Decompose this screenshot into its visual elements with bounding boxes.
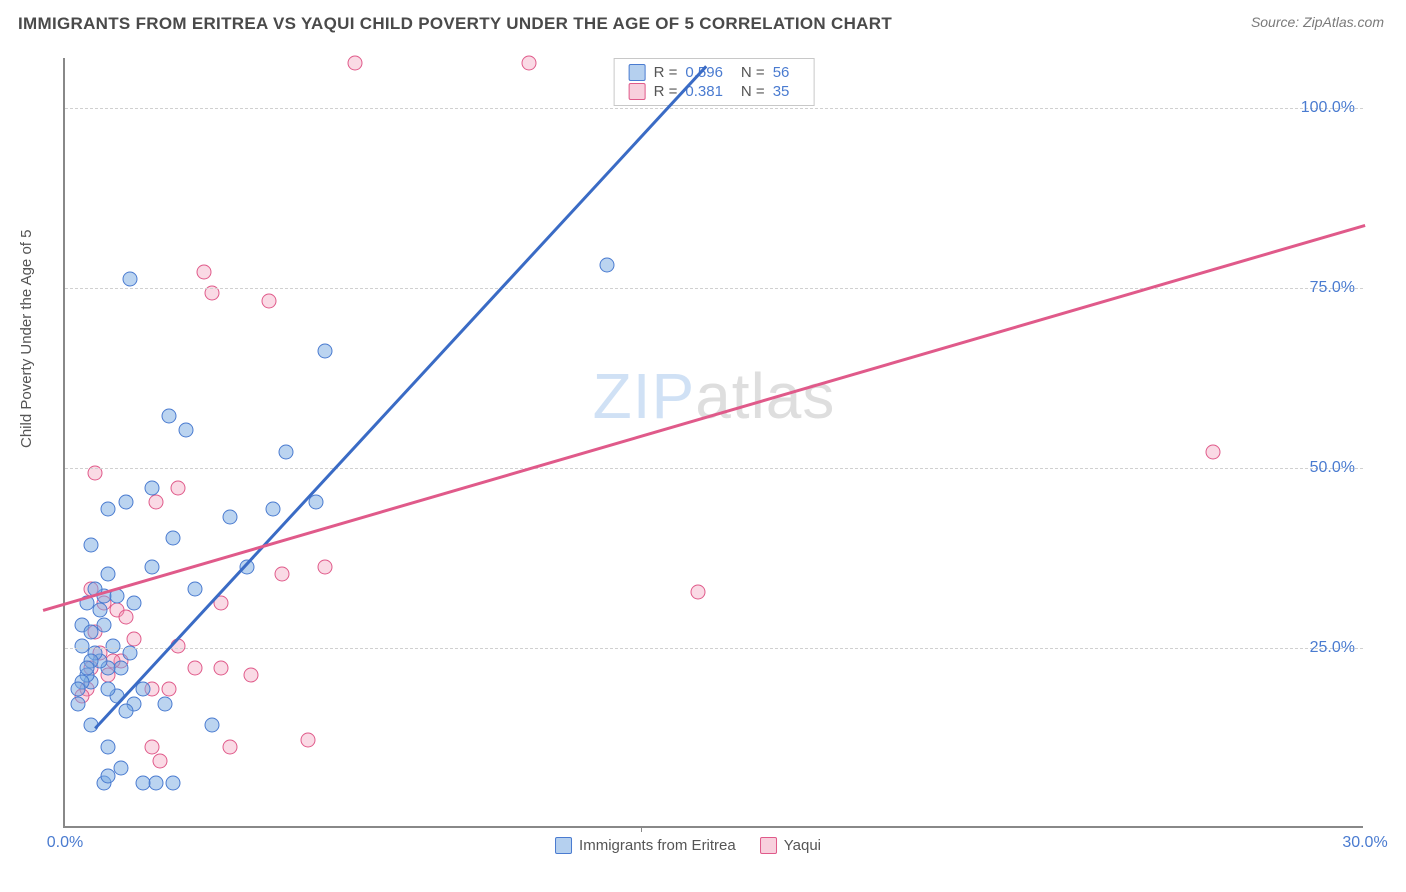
data-point [75,639,90,654]
y-tick-label: 75.0% [1310,279,1355,297]
data-point [101,567,116,582]
n-label: N = [741,64,765,81]
y-tick-label: 25.0% [1310,639,1355,657]
data-point [348,56,363,71]
data-point [279,444,294,459]
n-label: N = [741,83,765,100]
watermark: ZIPatlas [593,359,836,433]
series-legend-item: Yaqui [760,837,821,854]
data-point [205,718,220,733]
data-point [166,775,181,790]
y-tick-label: 100.0% [1301,99,1355,117]
x-tick-label: 0.0% [47,834,83,852]
data-point [123,272,138,287]
data-point [188,660,203,675]
data-point [136,775,151,790]
data-point [101,682,116,697]
data-point [136,682,151,697]
data-point [162,408,177,423]
data-point [222,509,237,524]
plot-area: ZIPatlas R =0.596N =56R =0.381N =35 Immi… [63,58,1363,828]
data-point [144,739,159,754]
r-value: 0.381 [685,83,723,100]
data-point [149,495,164,510]
chart-title: IMMIGRANTS FROM ERITREA VS YAQUI CHILD P… [18,14,892,34]
legend-swatch [555,837,572,854]
gridline [65,108,1363,109]
y-tick-label: 50.0% [1310,459,1355,477]
x-tick-label: 30.0% [1342,834,1387,852]
data-point [309,495,324,510]
data-point [118,703,133,718]
watermark-light: atlas [695,360,835,432]
data-point [71,682,86,697]
data-point [261,293,276,308]
data-point [127,631,142,646]
data-point [521,56,536,71]
stats-legend: R =0.596N =56R =0.381N =35 [614,58,815,106]
data-point [318,344,333,359]
data-point [105,639,120,654]
data-point [118,495,133,510]
data-point [188,581,203,596]
data-point [690,585,705,600]
data-point [79,660,94,675]
data-point [162,682,177,697]
r-label: R = [654,64,678,81]
data-point [300,732,315,747]
data-point [84,624,99,639]
data-point [222,739,237,754]
data-point [1206,444,1221,459]
data-point [118,610,133,625]
data-point [84,538,99,553]
data-point [157,696,172,711]
data-point [144,559,159,574]
n-value: 56 [773,64,790,81]
source-attribution: Source: ZipAtlas.com [1251,14,1384,30]
data-point [153,754,168,769]
data-point [266,502,281,517]
data-point [214,660,229,675]
data-point [244,667,259,682]
data-point [127,595,142,610]
series-legend-label: Yaqui [784,837,821,854]
series-legend-item: Immigrants from Eritrea [555,837,736,854]
stats-legend-row: R =0.381N =35 [615,82,814,101]
data-point [318,559,333,574]
data-point [599,257,614,272]
data-point [149,775,164,790]
trend-line [43,224,1365,611]
gridline [65,468,1363,469]
data-point [114,660,129,675]
data-point [92,603,107,618]
gridline [65,288,1363,289]
trend-line [94,66,707,730]
watermark-bold: ZIP [593,360,696,432]
data-point [274,567,289,582]
data-point [101,739,116,754]
legend-swatch [629,83,646,100]
data-point [196,264,211,279]
data-point [71,696,86,711]
series-legend: Immigrants from Eritrea Yaqui [555,837,821,854]
data-point [144,480,159,495]
data-point [101,502,116,517]
x-tick-mark [641,826,642,832]
stats-legend-row: R =0.596N =56 [615,63,814,82]
series-legend-label: Immigrants from Eritrea [579,837,736,854]
data-point [170,480,185,495]
chart-container: Child Poverty Under the Age of 5 ZIPatla… [28,48,1388,878]
data-point [166,531,181,546]
legend-swatch [629,64,646,81]
data-point [179,423,194,438]
n-value: 35 [773,83,790,100]
data-point [97,617,112,632]
gridline [65,648,1363,649]
y-axis-label: Child Poverty Under the Age of 5 [18,230,35,448]
data-point [114,761,129,776]
legend-swatch [760,837,777,854]
